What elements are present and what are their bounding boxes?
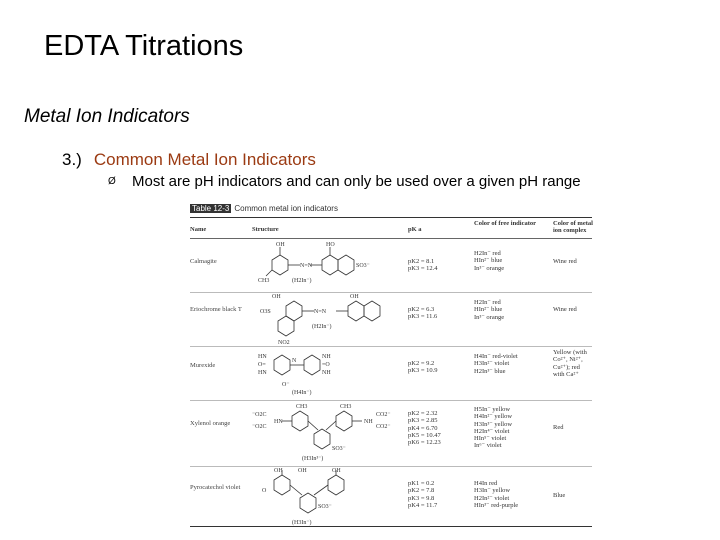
table-header-rule	[190, 238, 592, 239]
svg-text:HN: HN	[258, 370, 267, 376]
svg-text:O=: O=	[258, 362, 266, 368]
row-free-color: H5In⁻ yellow H4In²⁻ yellow H3In³⁻ yellow H2…	[474, 406, 513, 450]
svg-text:(H3In³⁻): (H3In³⁻)	[302, 455, 323, 462]
svg-text:HO: HO	[326, 242, 335, 248]
svg-text:NH: NH	[322, 354, 331, 360]
svg-text:CH3: CH3	[296, 404, 307, 410]
row-free-color: H2In⁻ red HIn²⁻ blue In³⁻ orange	[474, 250, 505, 272]
row-free-color: H4In red H3In⁻ yellow H2In²⁻ violet HIn³⁻ r…	[474, 480, 519, 509]
svg-text:O: O	[262, 488, 267, 494]
row-pka: pK2 = 9.2 pK3 = 10.9	[408, 360, 438, 375]
slide-subtitle: Metal Ion Indicators	[24, 106, 190, 127]
svg-text:(H2In⁻): (H2In⁻)	[292, 277, 312, 284]
slide-title: EDTA Titrations	[44, 30, 244, 62]
row-name: Eriochrome black T	[190, 306, 242, 313]
row-complex-color: Wine red	[553, 306, 577, 313]
header-free-color: Color of free indicator	[474, 220, 537, 227]
row-name: Xylenol orange	[190, 420, 231, 427]
murexide-structure: HN O= HN NH =O NH N O⁻(H4In⁻)	[258, 354, 331, 396]
row-complex-color: Blue	[553, 492, 566, 499]
row-name: Pyrocatechol violet	[190, 484, 241, 491]
svg-text:(H2In⁻): (H2In⁻)	[312, 323, 332, 330]
table-row: Murexide HN O= HN NH =O NH N O⁻ (H4In⁻) pK2 = …	[190, 348, 592, 398]
svg-text:SO3⁻: SO3⁻	[356, 263, 370, 269]
header-complex-color: Color of metal ion complex	[553, 220, 593, 234]
row-divider	[190, 400, 592, 401]
svg-text:NH: NH	[364, 419, 373, 425]
svg-text:NO2: NO2	[278, 340, 290, 344]
table-caption: Table 12-3 Common metal ion indicators	[190, 204, 338, 213]
svg-text:O3S: O3S	[260, 309, 271, 315]
row-pka: pK1 = 0.2 pK2 = 7.8 pK3 = 9.8 pK4 = 11.7	[408, 480, 438, 509]
svg-text:(H4In⁻): (H4In⁻)	[292, 389, 312, 396]
row-pka: pK2 = 2.32 pK3 = 2.85 pK4 = 6.70 pK5 = 10.4…	[408, 410, 441, 447]
row-complex-color: Wine red	[553, 258, 577, 265]
svg-text:(H3In⁻): (H3In⁻)	[292, 519, 312, 526]
row-pka: pK2 = 6.3 pK3 = 11.6	[408, 306, 438, 321]
svg-text:CH3: CH3	[258, 278, 269, 284]
indicator-table-image: Table 12-3 Common metal ion indicators Na…	[190, 204, 593, 528]
svg-text:=O: =O	[322, 362, 330, 368]
bullet-text: Most are pH indicators and can only be u…	[132, 173, 581, 190]
row-divider	[190, 346, 592, 347]
row-divider	[190, 292, 592, 293]
svg-text:OH: OH	[298, 468, 307, 474]
svg-text:OH: OH	[274, 468, 283, 474]
svg-text:O⁻: O⁻	[282, 382, 290, 388]
svg-text:N: N	[292, 358, 297, 364]
svg-text:N=N: N=N	[300, 263, 313, 269]
svg-text:NH: NH	[322, 370, 331, 376]
row-name: Calmagite	[190, 258, 217, 265]
row-free-color: H4In⁻ red-violet H3In²⁻ violet H2In³⁻ blue	[474, 353, 518, 375]
table-caption-text: Common metal ion indicators	[234, 204, 338, 213]
svg-text:HN: HN	[274, 419, 283, 425]
pyrocatechol-violet-structure: OH OH OH O SO3⁻ (H3In⁻)	[262, 468, 345, 526]
svg-text:CO2⁻: CO2⁻	[376, 412, 391, 418]
eriochrome-structure: OH OH O3S N=N NO2 (H2In⁻)	[260, 294, 381, 344]
table-bottom-rule	[190, 526, 592, 527]
row-name: Murexide	[190, 362, 216, 369]
svg-text:N=N: N=N	[314, 309, 327, 315]
table-caption-number: Table 12-3	[190, 204, 232, 213]
svg-text:OH: OH	[350, 294, 359, 300]
row-free-color: H2In⁻ red HIn²⁻ blue In³⁻ orange	[474, 299, 505, 321]
svg-text:SO3⁻: SO3⁻	[332, 446, 346, 452]
table-row: Calmagite OH HO N=N SO3⁻ CH3 (H2In⁻) pK2 = …	[190, 240, 592, 290]
table-row: Eriochrome black T OH OH O3S N=N NO2 (H2In⁻…	[190, 294, 592, 344]
table-top-rule	[190, 217, 592, 218]
svg-text:SO3⁻: SO3⁻	[318, 504, 332, 510]
row-pka: pK2 = 8.1 pK3 = 12.4	[408, 258, 438, 273]
header-pka: pK a	[408, 226, 422, 233]
table-row: Pyrocatechol violet OH OH OH O SO3⁻ (H3In⁻)…	[190, 468, 592, 526]
svg-text:⁻O2C: ⁻O2C	[252, 424, 267, 430]
point-text: Common Metal Ion Indicators	[93, 150, 316, 169]
svg-text:⁻O2C: ⁻O2C	[252, 412, 267, 418]
table-row: Xylenol orange CH3 CH3 ⁻O2C ⁻O2C HN NH CO2⁻ C…	[190, 402, 592, 464]
svg-text:OH: OH	[272, 294, 281, 300]
svg-text:HN: HN	[258, 354, 267, 360]
header-name: Name	[190, 226, 207, 233]
row-complex-color: Yellow (with Co²⁺, Ni²⁺, Cu²⁺); red with Ca…	[553, 349, 587, 378]
svg-text:CH3: CH3	[340, 404, 351, 410]
arrow-bullet-icon: Ø	[108, 176, 116, 187]
row-divider	[190, 466, 592, 467]
calmagite-structure: OH HO N=N SO3⁻ CH3 (H2In⁻)	[258, 242, 370, 284]
svg-text:OH: OH	[332, 468, 341, 474]
row-complex-color: Red	[553, 424, 564, 431]
svg-text:OH: OH	[276, 242, 285, 248]
point-number: 3.)	[62, 150, 82, 169]
svg-text:CO2⁻: CO2⁻	[376, 424, 391, 430]
point-heading: 3.) Common Metal Ion Indicators	[62, 150, 316, 170]
header-structure: Structure	[252, 226, 279, 233]
